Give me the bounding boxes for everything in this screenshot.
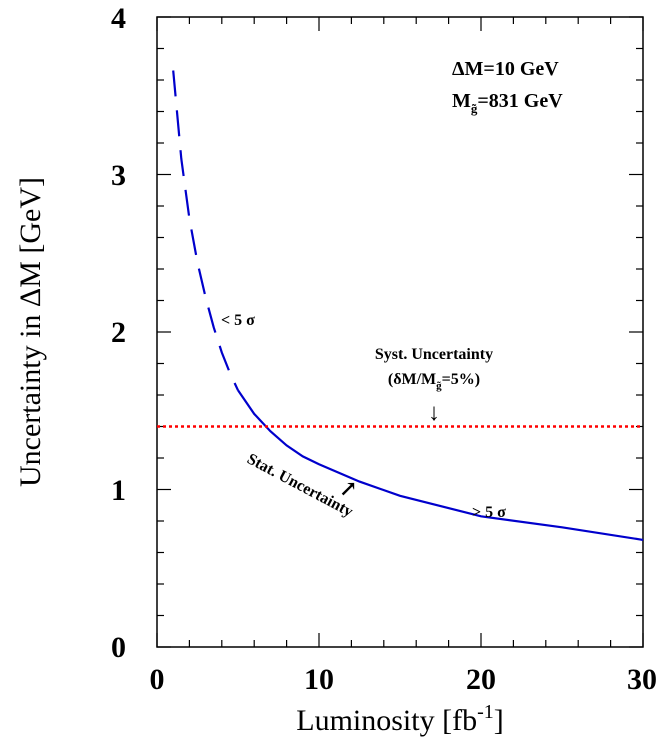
syst-arrow: ↓ — [428, 400, 440, 426]
syst-uncertainty-sublabel: (δM/Mg̃=5%) — [388, 371, 480, 392]
stat-arrow: ↗ — [339, 476, 357, 501]
solid-curve-above-5sigma — [237, 389, 644, 541]
y-tick-label-0: 0 — [111, 631, 126, 664]
syst-uncertainty-label: Syst. Uncertainty — [375, 346, 493, 363]
y-axis-title: Uncertainty in ΔM [GeV] — [14, 177, 47, 487]
x-tick-label-0: 0 — [150, 663, 165, 696]
y-tick-label-3: 3 — [111, 159, 126, 192]
major-ticks — [156, 16, 644, 648]
delta-m-label: ΔM=10 GeV — [452, 58, 559, 80]
dashed-curve-below-5sigma — [172, 70, 239, 391]
below-5sigma-label: < 5 σ — [221, 312, 255, 329]
plot-frame — [156, 16, 644, 648]
y-tick-label-4: 4 — [111, 2, 126, 35]
above-5sigma-label: > 5 σ — [472, 504, 506, 521]
minor-ticks — [157, 17, 643, 647]
y-tick-label-1: 1 — [111, 474, 126, 507]
series-layer — [157, 70, 644, 541]
x-tick-label-30: 30 — [627, 663, 657, 696]
y-tick-label-2: 2 — [111, 316, 126, 349]
mass-label: Mg̃=831 GeV — [452, 90, 563, 116]
x-tick-label-10: 10 — [304, 663, 334, 696]
x-axis-title: Luminosity [fb-1] — [296, 701, 504, 737]
x-tick-label-20: 20 — [466, 663, 496, 696]
